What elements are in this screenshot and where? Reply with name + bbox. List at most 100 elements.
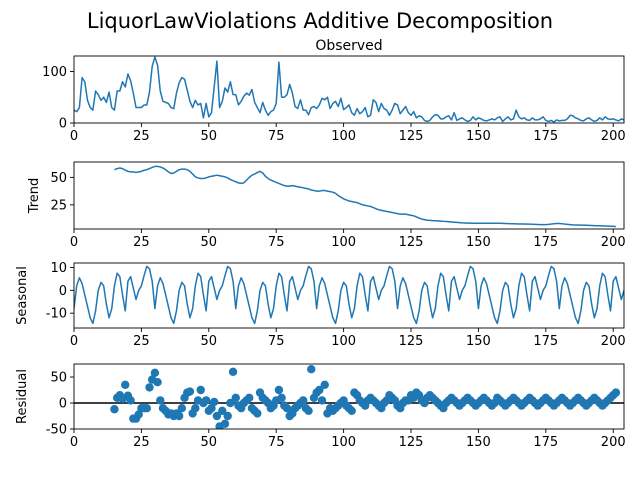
x-tick-label: 175 (533, 334, 558, 349)
scatter-point (277, 393, 286, 402)
y-tick-label: 0 (59, 284, 67, 299)
y-tick-label: -50 (46, 423, 67, 438)
x-tick-label: 125 (399, 235, 424, 250)
x-tick-label: 100 (331, 129, 356, 144)
scatter-point (156, 396, 165, 405)
x-tick-label: 150 (466, 235, 491, 250)
x-tick-label: 0 (70, 334, 78, 349)
figure-title: LiquorLawViolations Additive Decompositi… (87, 9, 553, 33)
x-tick-label: 200 (601, 235, 626, 250)
y-tick-label: -10 (46, 307, 67, 322)
x-tick-label: 150 (466, 334, 491, 349)
scatter-point (231, 393, 240, 402)
scatter-point (177, 404, 187, 413)
scatter-point (228, 367, 238, 376)
scatter-point (282, 404, 292, 413)
x-tick-label: 75 (268, 334, 285, 349)
y-axis-label: Residual (15, 369, 30, 424)
scatter-point (185, 387, 195, 396)
x-tick-label: 25 (133, 235, 150, 250)
y-tick-label: 10 (50, 261, 67, 276)
axes-frame (73, 262, 625, 329)
scatter-point (320, 380, 329, 389)
x-tick-label: 50 (201, 129, 218, 144)
y-tick-label: 100 (42, 65, 67, 80)
scatter-point (212, 411, 222, 421)
x-tick-label: 125 (399, 334, 424, 349)
x-tick-label: 175 (533, 235, 558, 250)
series-line (74, 265, 624, 325)
y-axis-label: Seasonal (15, 266, 30, 325)
x-tick-label: 25 (133, 129, 150, 144)
x-tick-label: 150 (466, 435, 491, 450)
scatter-point (220, 419, 230, 428)
series-line (74, 56, 624, 123)
panel-observed: Observed 0 25 50 75 100 125 150 175 200 0 100 (42, 38, 625, 144)
plot-area (74, 265, 624, 325)
plot-area (74, 56, 624, 123)
scatter-point (226, 398, 235, 408)
scatter-point (145, 383, 154, 392)
y-tick-label: 0 (59, 397, 67, 412)
axes-frame (73, 161, 625, 230)
scatter-point (201, 396, 211, 405)
x-tick-label: 200 (601, 435, 626, 450)
scatter-point (315, 385, 324, 395)
x-tick-label: 25 (133, 334, 150, 349)
x-tick-label: 125 (399, 129, 424, 144)
scatter-point (174, 411, 184, 421)
scatter-point (304, 406, 313, 415)
scatter-point (121, 380, 130, 389)
x-tick-label: 150 (466, 129, 491, 144)
scatter-point (110, 405, 119, 414)
scatter-point (153, 378, 162, 387)
scatter-point (253, 409, 262, 418)
plot-area (114, 165, 616, 228)
x-tick-label: 125 (399, 435, 424, 450)
x-tick-label: 200 (601, 129, 626, 144)
scatter-point (298, 396, 308, 405)
scatter-point (142, 404, 151, 413)
scatter-point (150, 368, 160, 378)
series-line (114, 165, 616, 228)
panel-title: Observed (315, 38, 382, 54)
scatter-point (245, 393, 254, 402)
scatter-point (347, 406, 356, 415)
x-tick-label: 75 (268, 129, 285, 144)
scatter-point (274, 385, 284, 395)
x-tick-label: 100 (331, 435, 356, 450)
x-tick-label: 0 (70, 129, 78, 144)
axes-frame (73, 55, 625, 124)
scatter-point (218, 406, 227, 415)
scatter-point (126, 396, 135, 405)
plot-area (74, 365, 624, 429)
axes-frame (73, 363, 625, 430)
scatter-point (191, 404, 200, 413)
x-tick-label: 100 (331, 334, 356, 349)
x-tick-label: 100 (331, 235, 356, 250)
scatter-point (307, 365, 316, 374)
x-tick-label: 200 (601, 334, 626, 349)
x-tick-label: 0 (70, 235, 78, 250)
x-tick-label: 25 (133, 435, 150, 450)
scatter-point (223, 411, 232, 421)
x-tick-label: 175 (533, 129, 558, 144)
panel-trend: 0 25 50 75 100 125 150 175 200 25 50 Trend (27, 161, 626, 250)
y-axis-label: Trend (27, 178, 42, 215)
x-tick-label: 50 (201, 235, 218, 250)
y-tick-label: 0 (59, 117, 67, 132)
y-tick-label: 25 (50, 198, 67, 213)
x-tick-label: 75 (268, 435, 285, 450)
y-tick-label: 50 (50, 371, 67, 386)
x-tick-label: 50 (201, 334, 218, 349)
x-tick-label: 0 (70, 435, 78, 450)
scatter-point (611, 388, 621, 397)
scatter-point (196, 385, 205, 395)
scatter-point (317, 396, 327, 405)
x-tick-label: 50 (201, 435, 218, 450)
y-tick-label: 50 (50, 171, 67, 186)
scatter-point (210, 397, 219, 407)
